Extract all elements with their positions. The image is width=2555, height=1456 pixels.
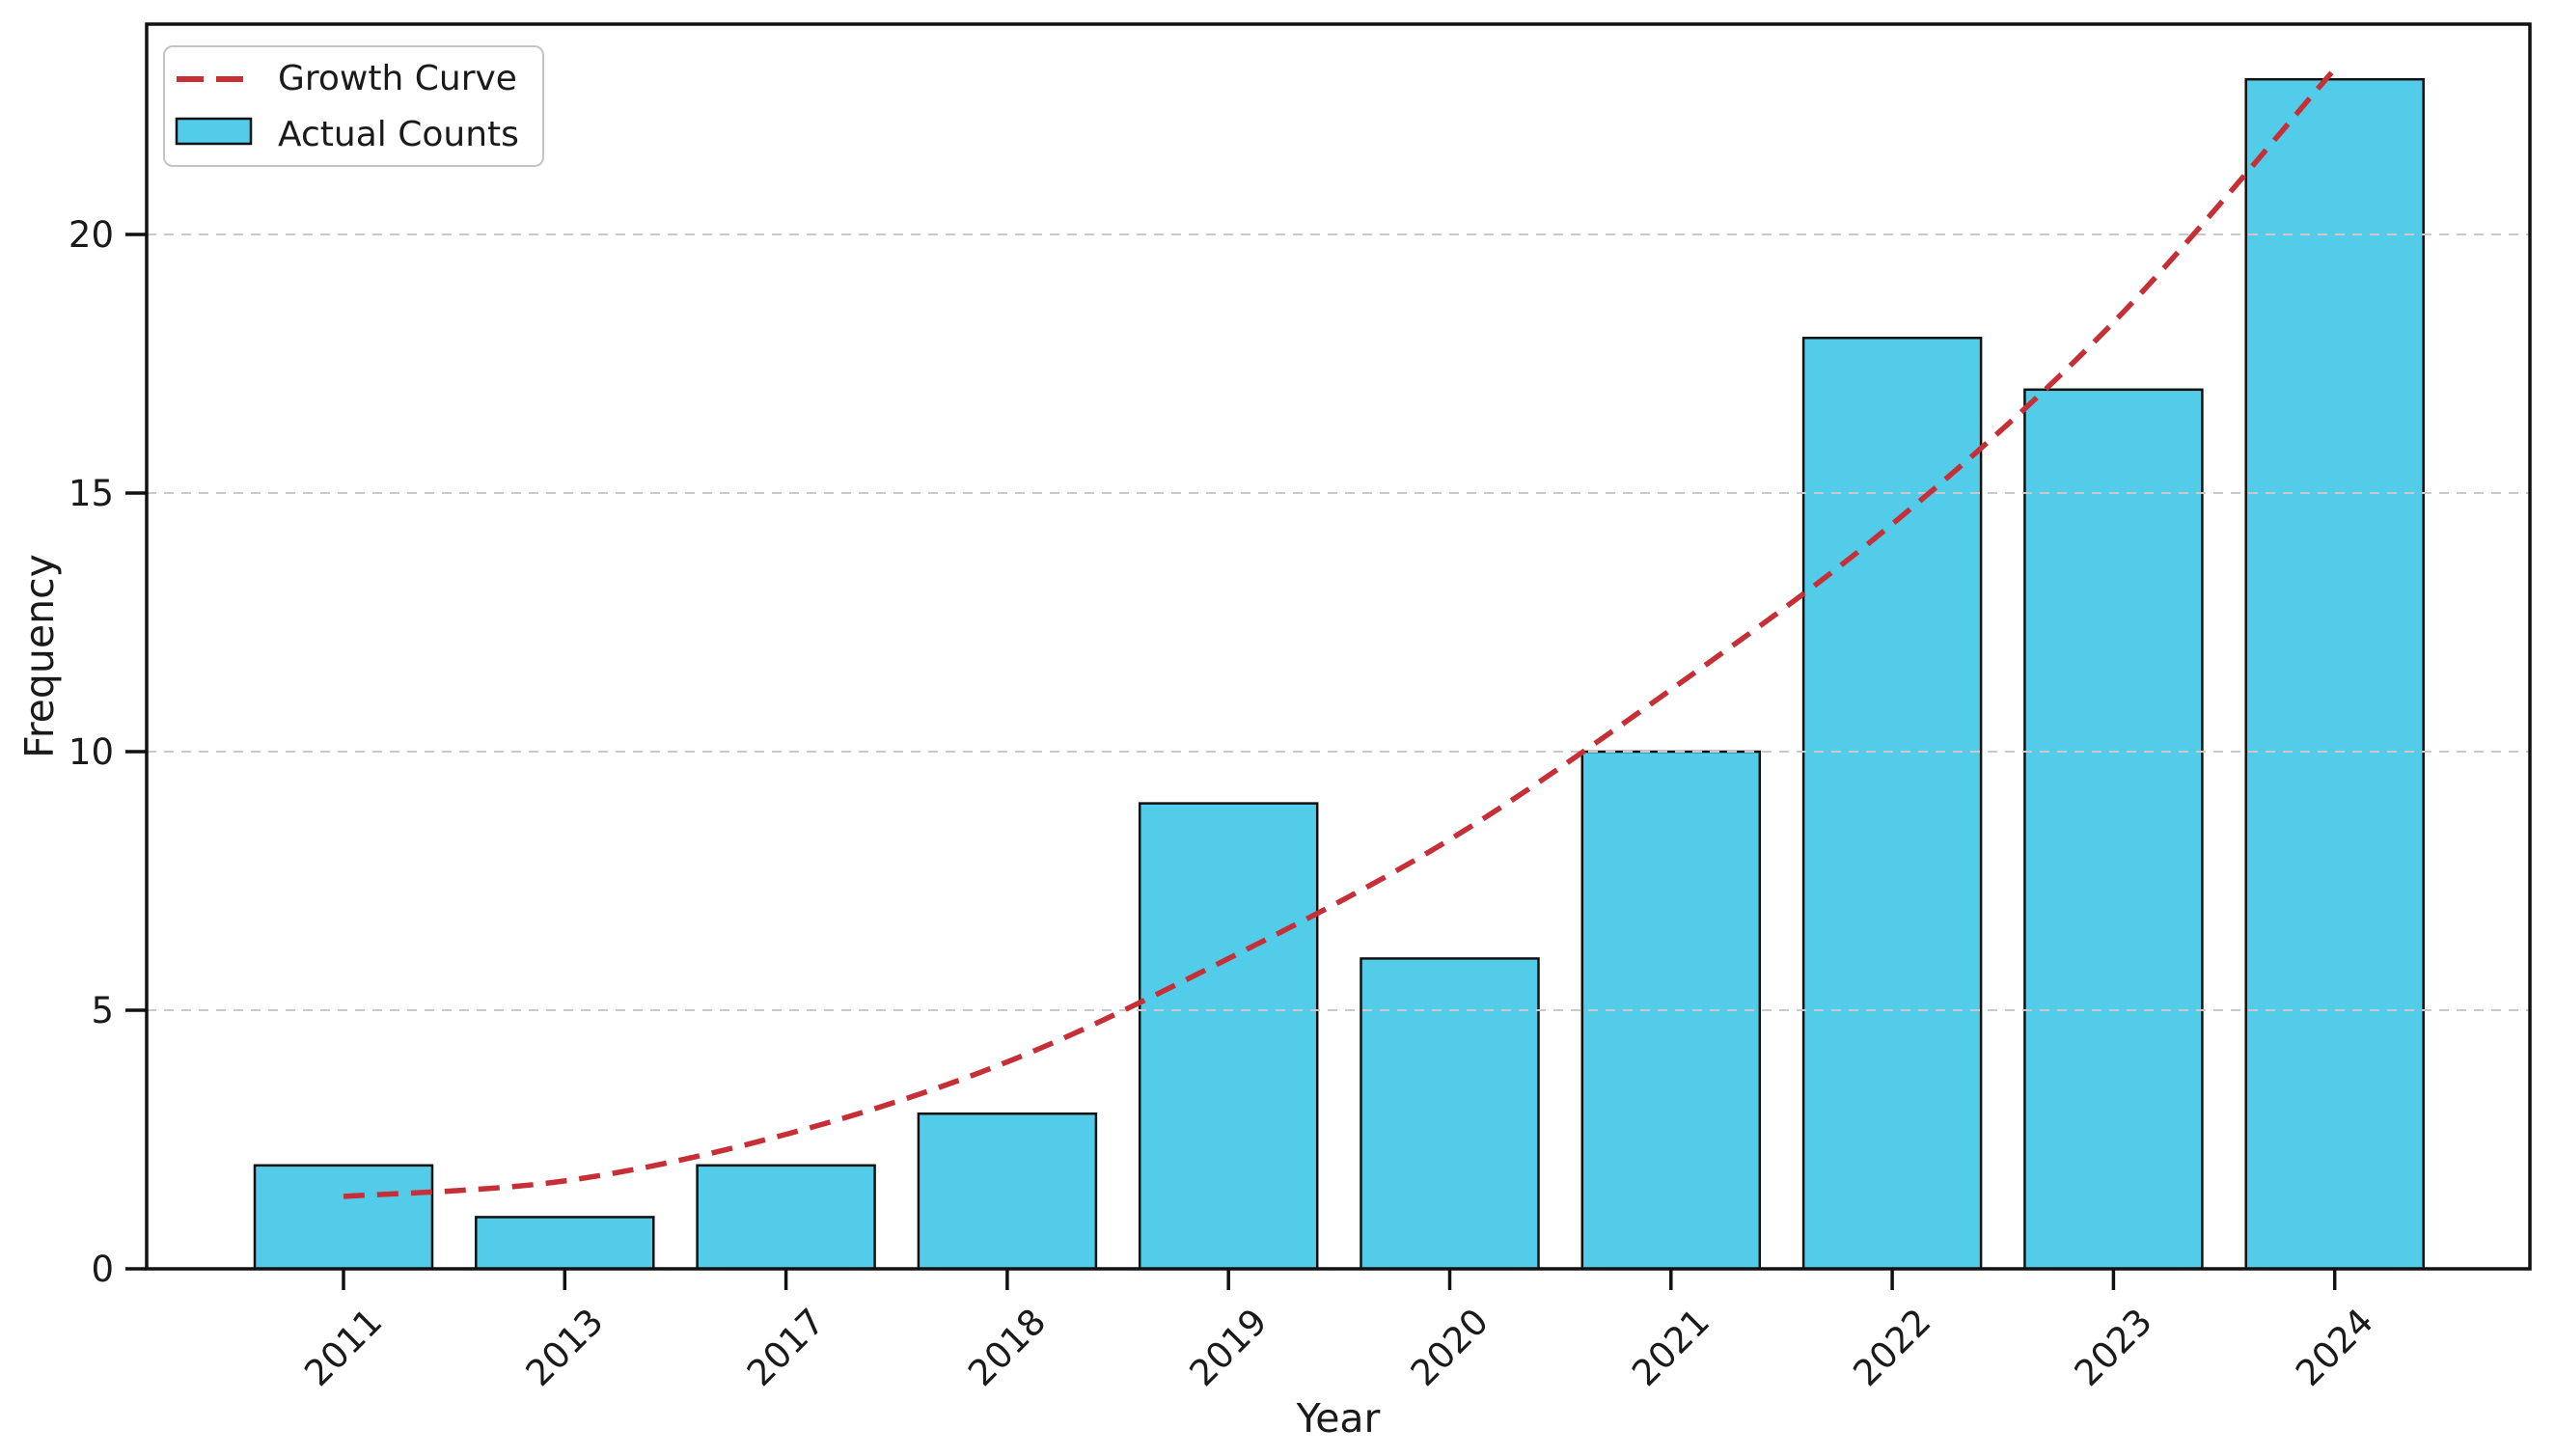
bar-2011 <box>253 1164 434 1271</box>
y-tick-label-15: 15 <box>69 473 114 514</box>
legend-bar-swatch <box>175 117 253 146</box>
gridlines-layer <box>147 234 2530 1011</box>
x-tick-label-2020: 2020 <box>1403 1301 1497 1394</box>
bar-2018 <box>917 1112 1098 1271</box>
y-axis-title: Frequency <box>16 554 63 758</box>
y-tick-label-0: 0 <box>91 1249 114 1290</box>
legend: Growth Curve Actual Counts <box>163 45 544 167</box>
x-tick-label-2023: 2023 <box>2067 1301 2160 1394</box>
growth-curve-line <box>343 67 2337 1199</box>
axes-frame <box>145 22 2532 1271</box>
x-tick-label-2011: 2011 <box>296 1301 390 1394</box>
legend-actual-counts-label: Actual Counts <box>278 115 519 154</box>
plot-frame <box>145 22 2532 1271</box>
legend-box <box>163 45 544 167</box>
bar-2013 <box>475 1216 655 1271</box>
curve-layer <box>343 67 2337 1199</box>
bar-2020 <box>1360 957 1540 1271</box>
bar-2022 <box>1801 336 1983 1271</box>
bar-2024 <box>2244 77 2425 1271</box>
x-axis-title: Year <box>1296 1395 1381 1442</box>
y-tick-label-10: 10 <box>69 731 114 773</box>
bars-layer <box>253 77 2425 1271</box>
bar-2019 <box>1138 802 1319 1271</box>
y-tick-label-5: 5 <box>91 990 114 1031</box>
bar-2017 <box>696 1164 876 1271</box>
x-tick-label-2018: 2018 <box>960 1301 1054 1394</box>
x-tick-label-2021: 2021 <box>1624 1301 1717 1394</box>
bar-2023 <box>2023 388 2204 1271</box>
x-tick-label-2019: 2019 <box>1182 1301 1276 1394</box>
x-tick-label-2022: 2022 <box>1845 1301 1938 1394</box>
y-tick-label-20: 20 <box>69 214 114 256</box>
x-tick-label-2024: 2024 <box>2288 1301 2381 1394</box>
legend-growth-curve-label: Growth Curve <box>278 59 517 98</box>
x-tick-label-2013: 2013 <box>518 1301 612 1394</box>
x-tick-label-2017: 2017 <box>739 1301 833 1394</box>
